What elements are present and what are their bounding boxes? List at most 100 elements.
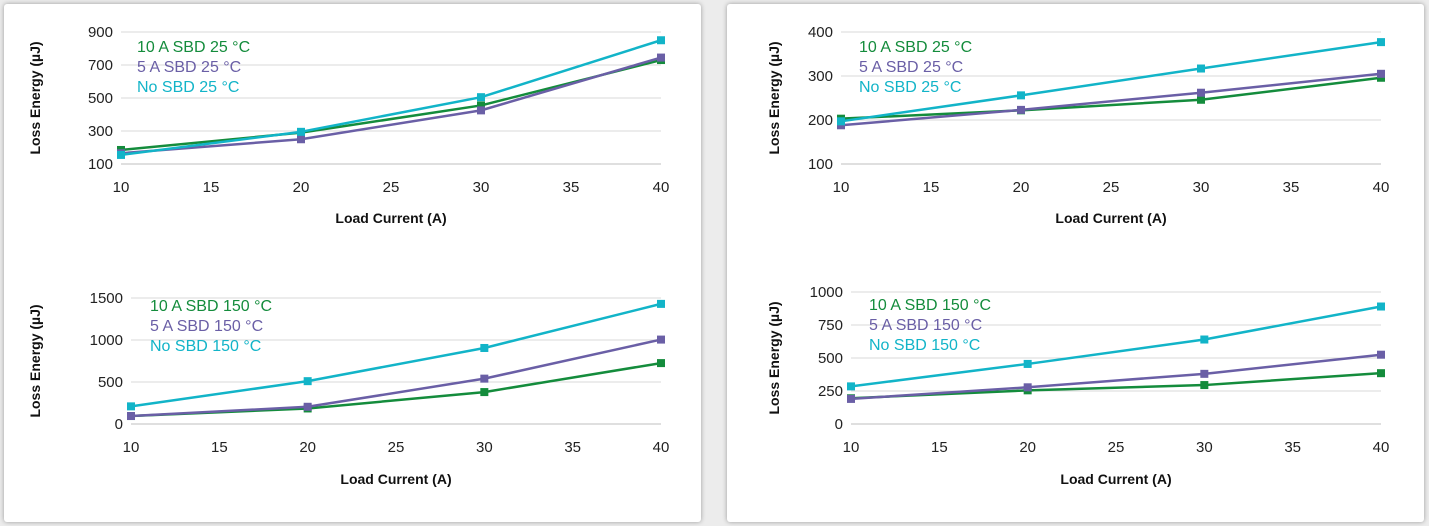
legend-entry: No SBD 25 °C	[859, 79, 961, 96]
data-point-marker	[303, 377, 312, 386]
y-tick-label: 300	[808, 68, 833, 85]
x-tick-label: 25	[383, 179, 400, 196]
x-tick-label: 10	[113, 179, 130, 196]
x-tick-label: 40	[653, 179, 670, 196]
y-tick-label: 100	[88, 156, 113, 173]
data-point-marker	[1377, 369, 1385, 378]
series-line	[840, 72, 1382, 127]
y-tick-label: 900	[88, 24, 113, 41]
x-tick-label: 10	[123, 439, 140, 456]
data-point-marker	[657, 299, 665, 308]
y-tick-label: 500	[818, 350, 843, 367]
x-tick-label: 30	[476, 439, 493, 456]
data-point-marker	[1023, 383, 1032, 392]
data-point-marker	[1377, 302, 1385, 311]
legend-entry: 5 A SBD 25 °C	[859, 59, 963, 76]
legend-entry: 10 A SBD 150 °C	[150, 298, 272, 315]
legend-entry: No SBD 25 °C	[137, 79, 239, 96]
series-line	[130, 302, 662, 408]
y-tick-label: 1000	[810, 284, 843, 301]
data-point-marker	[847, 394, 855, 403]
x-tick-label: 35	[1283, 179, 1300, 196]
data-point-marker	[1197, 88, 1205, 97]
y-tick-label: 200	[808, 112, 833, 129]
x-tick-label: 20	[1019, 439, 1036, 456]
y-tick-label: 0	[835, 416, 843, 433]
y-tick-label: 500	[88, 90, 113, 107]
x-axis-title: Load Current (A)	[335, 210, 446, 226]
data-point-marker	[297, 135, 305, 144]
y-tick-label: 700	[88, 57, 113, 74]
data-point-marker	[480, 374, 489, 383]
series-line	[120, 39, 662, 157]
y-tick-label: 1500	[90, 290, 123, 307]
y-tick-label: 100	[808, 156, 833, 173]
legend-entry: No SBD 150 °C	[150, 338, 261, 355]
x-tick-label: 30	[1193, 179, 1210, 196]
data-point-marker	[657, 335, 665, 344]
data-point-marker	[477, 106, 485, 115]
x-tick-label: 25	[1108, 439, 1125, 456]
x-tick-label: 10	[843, 439, 860, 456]
data-point-marker	[1200, 369, 1209, 378]
data-point-marker	[657, 359, 665, 368]
data-point-marker	[1377, 69, 1385, 78]
legend-entry: 10 A SBD 25 °C	[137, 39, 250, 56]
x-tick-label: 25	[388, 439, 405, 456]
y-axis-title: Loss Energy (µJ)	[27, 304, 43, 417]
data-point-marker	[1200, 335, 1209, 344]
series-line	[130, 338, 662, 418]
x-tick-label: 15	[923, 179, 940, 196]
x-tick-label: 10	[833, 179, 850, 196]
data-point-marker	[1017, 105, 1025, 114]
data-point-marker	[837, 117, 845, 126]
x-tick-label: 30	[1196, 439, 1213, 456]
y-tick-label: 750	[818, 317, 843, 334]
data-point-marker	[477, 93, 485, 102]
left-panel	[4, 4, 701, 522]
data-point-marker	[657, 36, 665, 45]
series-line	[120, 56, 662, 155]
x-axis-title: Load Current (A)	[1055, 210, 1166, 226]
y-tick-label: 0	[115, 416, 123, 433]
x-tick-label: 35	[1284, 439, 1301, 456]
right-panel	[727, 4, 1424, 522]
legend-entry: 10 A SBD 150 °C	[869, 297, 991, 314]
x-tick-label: 15	[211, 439, 228, 456]
data-point-marker	[1377, 38, 1385, 47]
x-tick-label: 40	[1373, 439, 1390, 456]
legend-entry: No SBD 150 °C	[869, 337, 980, 354]
x-tick-label: 30	[473, 179, 490, 196]
legend-entry: 5 A SBD 25 °C	[137, 59, 241, 76]
series-line	[840, 40, 1382, 123]
data-point-marker	[1017, 91, 1025, 100]
data-point-marker	[847, 382, 855, 391]
y-axis-title: Loss Energy (µJ)	[766, 41, 782, 154]
y-tick-label: 500	[98, 374, 123, 391]
y-axis-title: Loss Energy (µJ)	[27, 41, 43, 154]
data-point-marker	[127, 412, 135, 421]
data-point-marker	[127, 402, 135, 411]
data-point-marker	[1197, 64, 1205, 73]
data-point-marker	[297, 127, 305, 136]
x-tick-label: 20	[1013, 179, 1030, 196]
y-tick-label: 300	[88, 123, 113, 140]
x-tick-label: 20	[293, 179, 310, 196]
y-axis-title: Loss Energy (µJ)	[766, 301, 782, 414]
data-point-marker	[480, 388, 489, 397]
series-line	[850, 353, 1382, 401]
data-point-marker	[1200, 381, 1209, 390]
legend-entry: 5 A SBD 150 °C	[869, 317, 982, 334]
x-axis-title: Load Current (A)	[1060, 471, 1171, 487]
x-tick-label: 15	[931, 439, 948, 456]
legend-entry: 5 A SBD 150 °C	[150, 318, 263, 335]
y-tick-label: 400	[808, 24, 833, 41]
data-point-marker	[1377, 350, 1385, 359]
data-point-marker	[117, 150, 125, 159]
data-point-marker	[1023, 359, 1032, 368]
data-point-marker	[657, 53, 665, 62]
data-point-marker	[480, 343, 489, 352]
